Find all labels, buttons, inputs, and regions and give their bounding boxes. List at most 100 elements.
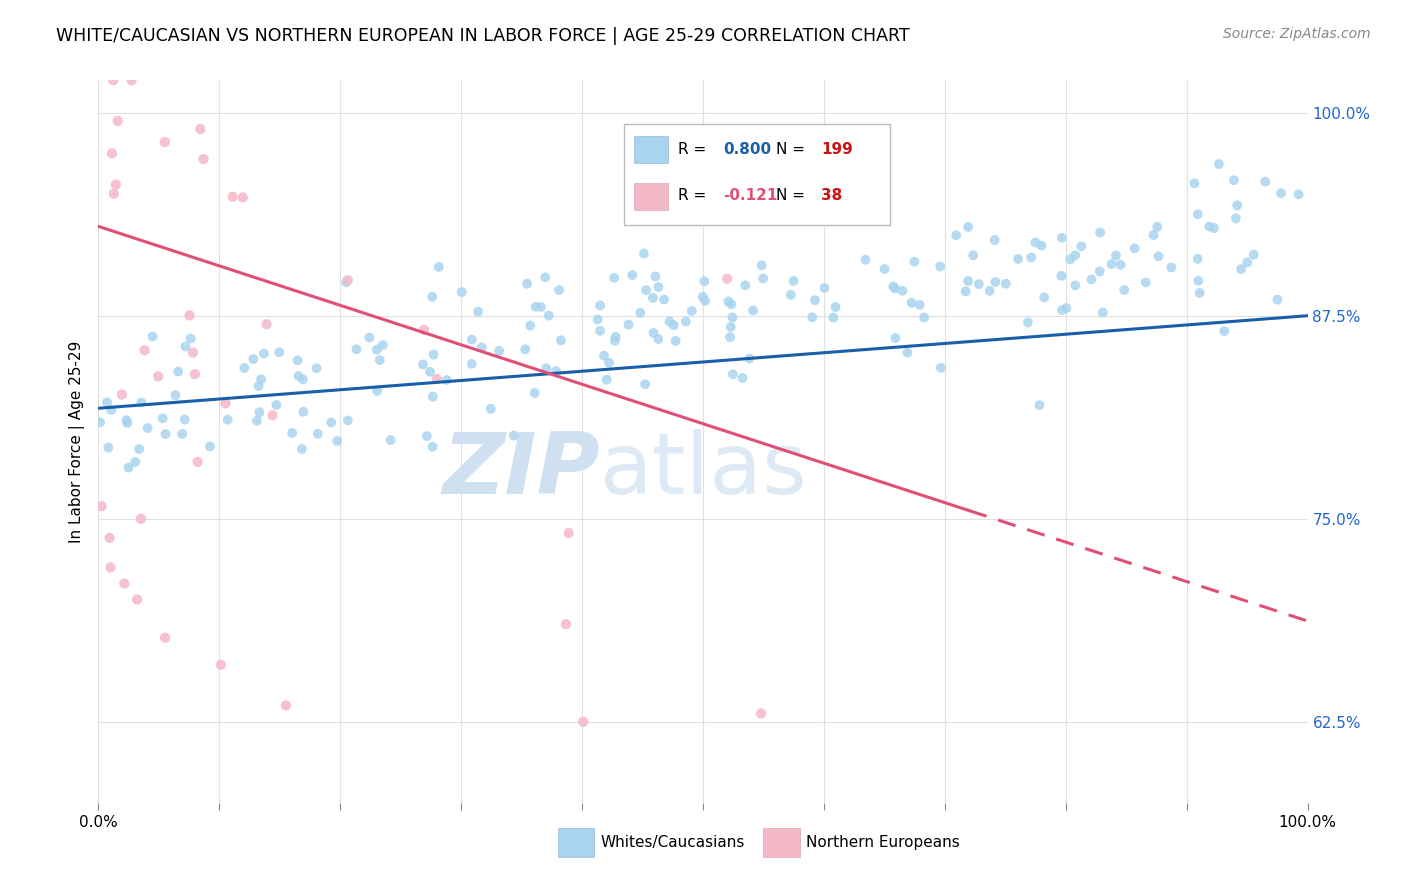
Point (1091, 305, 1114, 319)
Point (598, 356, 620, 370)
Point (266, 398, 288, 412)
Point (644, 269, 666, 284)
Point (1254, 175, 1277, 189)
Point (1243, 248, 1265, 262)
Point (603, 334, 626, 348)
Point (111, 387, 134, 401)
Point (641, 291, 664, 305)
Point (422, 440, 444, 454)
Point (107, 114, 129, 128)
Point (675, 315, 697, 329)
Point (634, 377, 657, 392)
Point (824, 300, 846, 314)
Point (100, 560, 122, 574)
Text: -0.121: -0.121 (724, 188, 778, 203)
Point (884, 281, 907, 295)
Text: ZIP: ZIP (443, 429, 600, 512)
Point (855, 252, 877, 267)
FancyBboxPatch shape (558, 828, 595, 857)
Point (1109, 258, 1132, 272)
Text: 38: 38 (821, 188, 842, 203)
Point (779, 287, 801, 301)
Point (134, 343, 156, 358)
Point (419, 365, 441, 379)
Point (152, 411, 174, 425)
Point (346, 343, 368, 357)
Point (1208, 157, 1230, 171)
Point (153, 631, 176, 645)
Point (752, 271, 775, 285)
Point (155, 427, 177, 442)
Point (1187, 252, 1209, 266)
Point (124, 455, 146, 469)
Point (209, 657, 232, 672)
Text: R =: R = (678, 188, 710, 203)
Point (738, 351, 761, 366)
Point (595, 373, 617, 387)
Point (172, 426, 194, 441)
Point (929, 260, 952, 274)
Point (1226, 198, 1249, 212)
Point (983, 233, 1005, 247)
Point (929, 360, 952, 375)
Point (131, 395, 153, 409)
Point (188, 122, 211, 136)
Point (128, 442, 150, 456)
Point (1054, 301, 1077, 315)
Point (813, 210, 835, 224)
Text: Source: ZipAtlas.com: Source: ZipAtlas.com (1223, 27, 1371, 41)
Point (530, 300, 553, 314)
Point (628, 306, 651, 320)
Point (1236, 255, 1258, 269)
Point (1198, 219, 1220, 234)
Point (103, 186, 125, 201)
Text: atlas: atlas (600, 429, 808, 512)
Point (695, 293, 717, 308)
Point (117, 460, 139, 475)
Point (262, 409, 284, 423)
Point (104, 178, 127, 192)
Point (233, 361, 256, 376)
Point (1007, 252, 1029, 266)
Point (426, 372, 449, 386)
Point (187, 455, 209, 469)
Point (801, 310, 824, 325)
Point (422, 348, 444, 362)
Point (181, 345, 204, 359)
Point (180, 332, 202, 346)
Point (249, 405, 271, 419)
Point (1267, 293, 1289, 307)
Point (721, 368, 744, 382)
Point (605, 330, 627, 344)
Point (479, 401, 502, 416)
FancyBboxPatch shape (634, 136, 668, 163)
Point (721, 310, 744, 325)
Point (633, 246, 655, 260)
Point (536, 361, 558, 376)
Point (256, 318, 278, 332)
Point (873, 262, 896, 277)
Point (103, 73, 125, 87)
Point (413, 323, 436, 337)
Point (101, 146, 124, 161)
Point (232, 190, 254, 204)
Point (359, 330, 381, 344)
Point (291, 442, 314, 456)
Point (945, 228, 967, 243)
Point (291, 372, 314, 386)
Point (555, 617, 578, 632)
Point (179, 309, 201, 323)
Point (1024, 235, 1046, 250)
Point (214, 396, 236, 410)
Point (515, 343, 537, 357)
Point (250, 372, 273, 386)
Point (1123, 241, 1146, 255)
Point (550, 334, 572, 348)
Point (1187, 207, 1209, 221)
Point (572, 714, 595, 729)
Point (957, 219, 980, 234)
Text: 199: 199 (821, 142, 853, 157)
Point (287, 353, 309, 368)
Point (523, 385, 546, 400)
Point (1088, 264, 1111, 278)
